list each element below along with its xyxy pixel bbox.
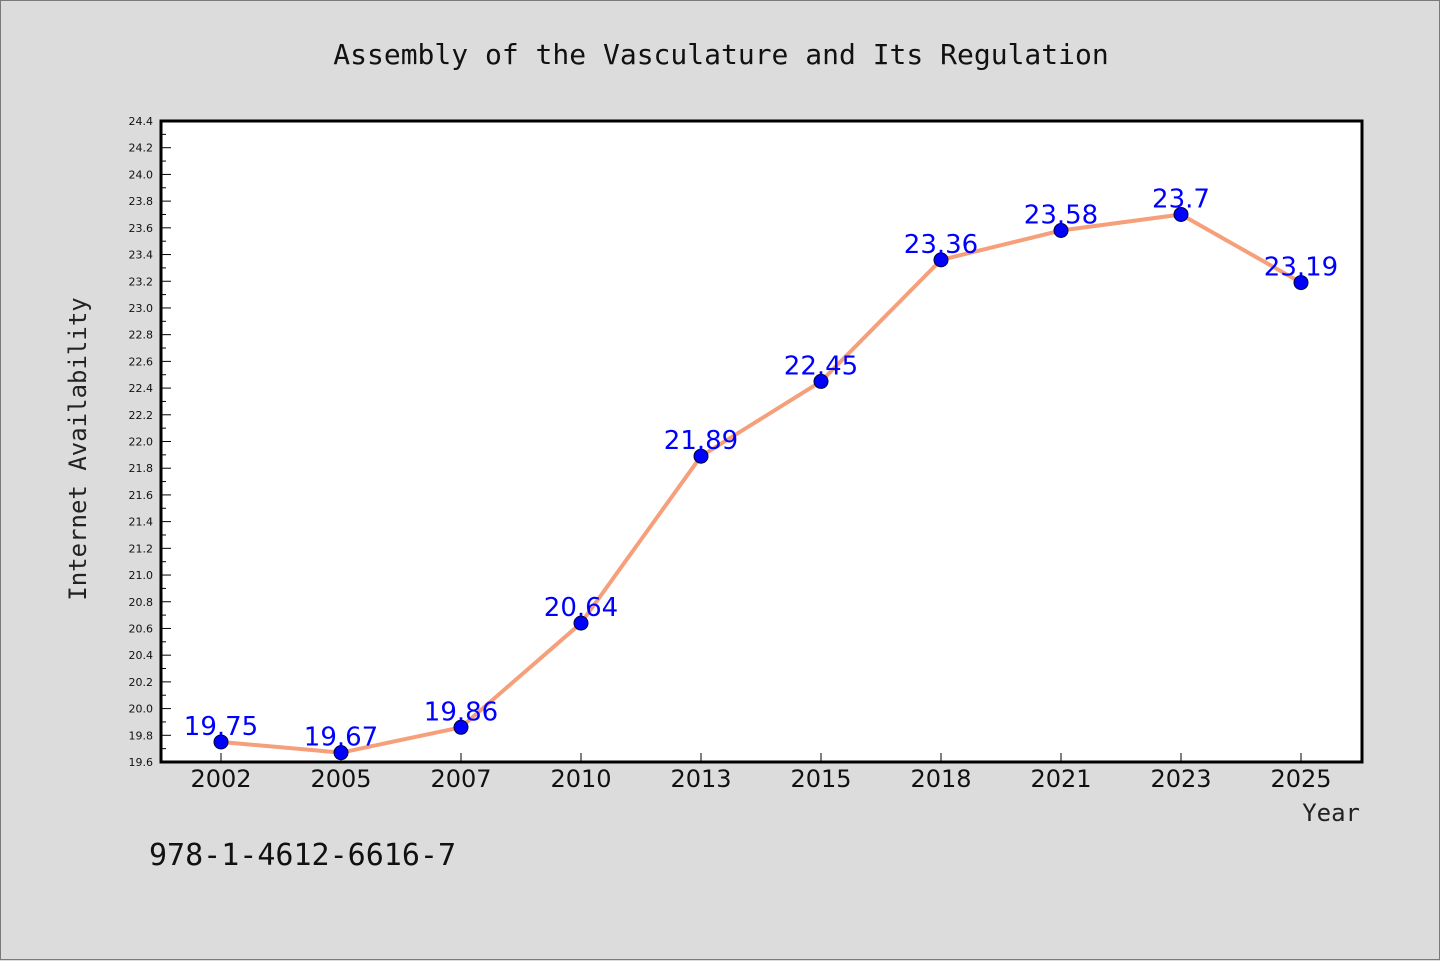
y-tick-label: 23.2 (129, 275, 154, 288)
data-label: 22.45 (784, 351, 858, 381)
data-label: 23.19 (1264, 253, 1338, 283)
y-tick-label: 19.8 (129, 729, 154, 742)
y-tick-label: 21.2 (129, 542, 154, 555)
data-label: 20.64 (544, 593, 618, 623)
y-tick-label: 20.4 (129, 649, 154, 662)
chart-title: Assembly of the Vasculature and Its Regu… (333, 38, 1108, 71)
x-tick-label: 2015 (790, 765, 851, 793)
data-point (813, 373, 829, 389)
y-tick-label: 22.8 (129, 329, 154, 342)
y-axis-label: Internet Availability (64, 297, 92, 600)
data-label: 23.7 (1152, 184, 1210, 214)
data-label: 19.75 (184, 712, 258, 742)
data-label: 21.89 (664, 426, 738, 456)
y-tick-label: 22.6 (129, 355, 154, 368)
x-axis-label: Year (1302, 799, 1360, 827)
y-tick-label: 20.8 (129, 596, 154, 609)
data-point (573, 615, 589, 631)
y-tick-label: 24.2 (129, 142, 154, 155)
data-point (693, 448, 709, 464)
y-tick-label: 24.4 (129, 115, 154, 128)
data-point (333, 745, 349, 761)
x-tick-label: 2002 (190, 765, 251, 793)
x-tick-label: 2007 (430, 765, 491, 793)
x-tick-label: 2013 (670, 765, 731, 793)
y-axis: 19.6 19.8 20.0 20.2 20.4 20.6 20.8 21.0 21.2 21.4… (129, 115, 171, 769)
x-axis: 2002 2005 2007 2010 2013 2015 2018 2021 2023 2025 (190, 753, 1332, 793)
y-tick-label: 19.6 (129, 756, 154, 769)
x-tick-label: 2018 (910, 765, 971, 793)
series-group: 19.75 19.67 19.86 20.64 21.89 22.45 23.36 23.58… (184, 184, 1338, 761)
data-point (213, 734, 229, 750)
x-tick-label: 2010 (550, 765, 611, 793)
y-tick-label: 20.6 (129, 622, 154, 635)
data-point (1293, 275, 1309, 291)
y-tick-label: 21.4 (129, 516, 154, 529)
y-tick-label: 20.2 (129, 676, 154, 689)
y-tick-label: 22.0 (129, 436, 154, 449)
y-tick-label: 20.0 (129, 703, 154, 716)
data-label: 19.86 (424, 697, 498, 727)
x-tick-label: 2023 (1150, 765, 1211, 793)
data-label: 23.36 (904, 230, 978, 260)
plot-area (159, 119, 1364, 764)
data-point (453, 719, 469, 735)
y-tick-label: 23.6 (129, 222, 154, 235)
series-line (219, 212, 1303, 755)
isbn-text: 978-1-4612-6616-7 (149, 838, 456, 873)
y-tick-label: 22.2 (129, 409, 154, 422)
x-tick-label: 2025 (1270, 765, 1331, 793)
y-tick-label: 21.0 (129, 569, 154, 582)
data-label: 19.67 (304, 723, 378, 753)
x-tick-label: 2005 (310, 765, 371, 793)
y-tick-label: 22.4 (129, 382, 154, 395)
data-point (1053, 223, 1069, 239)
y-tick-label: 23.8 (129, 195, 154, 208)
y-tick-label: 23.4 (129, 249, 154, 262)
data-point (933, 252, 949, 268)
data-point (1173, 206, 1189, 222)
data-label: 23.58 (1024, 201, 1098, 231)
y-tick-label: 21.8 (129, 462, 154, 475)
x-tick-label: 2021 (1030, 765, 1091, 793)
y-tick-label: 23.0 (129, 302, 154, 315)
y-tick-label: 24.0 (129, 168, 154, 181)
y-tick-label: 21.6 (129, 489, 154, 502)
